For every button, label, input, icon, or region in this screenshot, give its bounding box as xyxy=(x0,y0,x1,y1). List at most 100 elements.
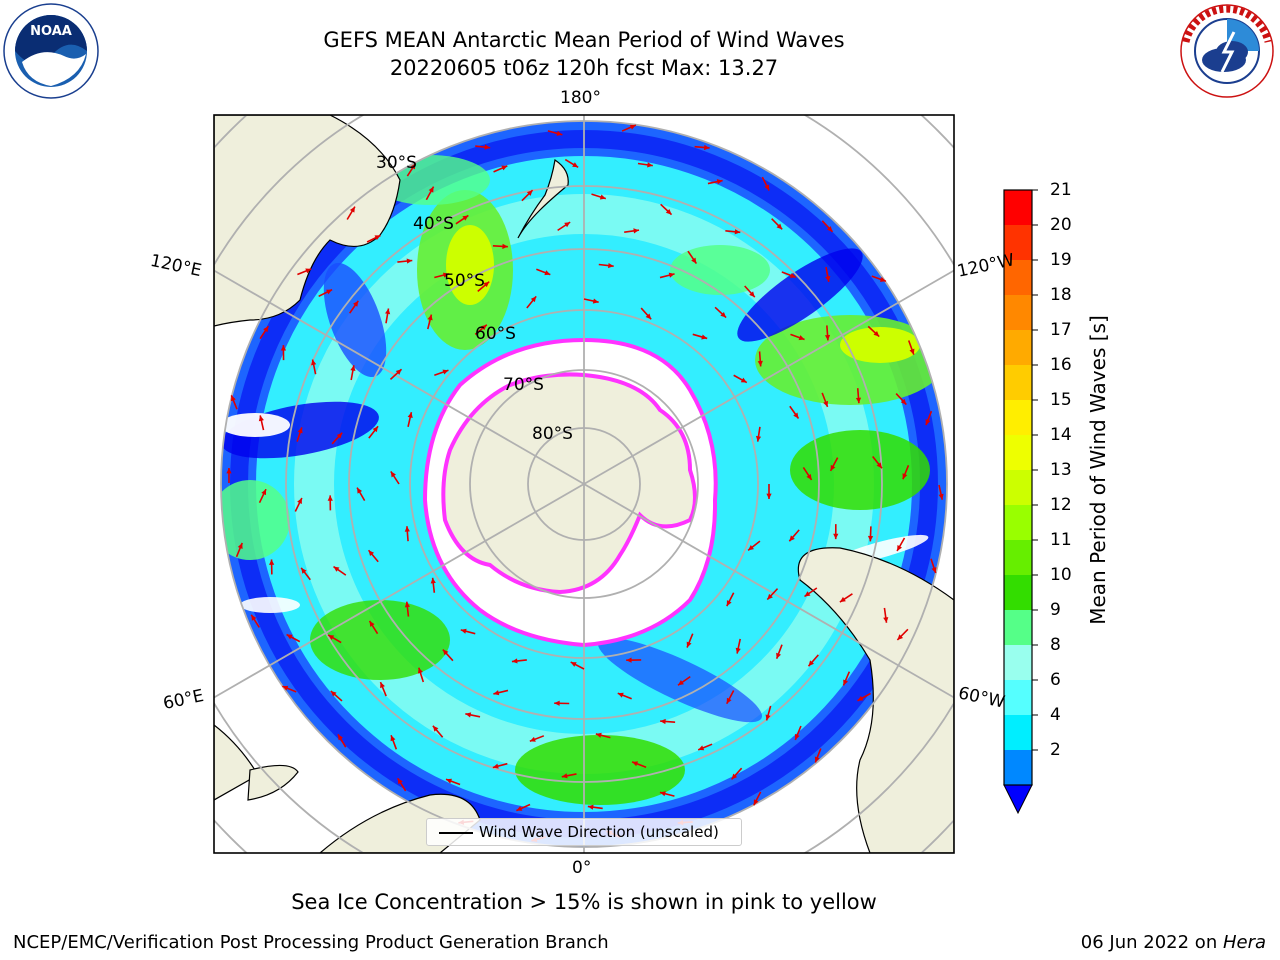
wind-arrow-head xyxy=(825,276,831,282)
wind-arrow-head xyxy=(333,566,340,572)
wind-arrow-head xyxy=(808,660,815,667)
colorbar-swatch xyxy=(1004,330,1032,365)
wind-arrow-head xyxy=(462,215,469,221)
landmasses xyxy=(214,115,954,853)
colorbar-swatch xyxy=(1004,400,1032,435)
wind-arrow-head xyxy=(311,359,317,366)
wind-arrow-head xyxy=(629,124,636,130)
colorbar-swatch xyxy=(1004,540,1032,575)
colorbar-tick-label: 21 xyxy=(1050,180,1072,200)
wind-arrow-head xyxy=(734,229,741,235)
wind-arrow-head xyxy=(608,262,614,269)
wind-arrow-head xyxy=(867,535,874,542)
colorbar-swatch xyxy=(1004,225,1032,260)
colorbar-tick-label: 15 xyxy=(1050,390,1072,410)
wind-arrow-head xyxy=(554,700,560,706)
noaa-logo-icon: NOAA xyxy=(3,3,99,99)
wind-arrow-head xyxy=(794,733,800,740)
wind-arrow-head xyxy=(353,300,359,307)
wind-arrow-head xyxy=(626,657,632,663)
wind-arrow-head xyxy=(297,427,303,434)
wind-arrow-head xyxy=(404,526,410,532)
sea-ice-note: Sea Ice Concentration > 15% is shown in … xyxy=(291,890,877,914)
wind-arrow-head xyxy=(372,426,379,433)
wind-arrow-head xyxy=(909,348,915,355)
colorbar-swatch xyxy=(1004,435,1032,470)
wind-arrow-head xyxy=(765,714,771,721)
wind-arrow-head xyxy=(668,272,675,278)
wind-arrow-head xyxy=(465,712,472,718)
wind-arrow-head xyxy=(855,397,862,404)
wind-arrow-head xyxy=(839,596,846,603)
wind-arrow-head xyxy=(390,735,396,742)
wind-arrow-head xyxy=(480,324,487,331)
wind-arrow-head xyxy=(701,334,708,340)
wind-arrow-head xyxy=(261,489,267,496)
wind-arrow-head xyxy=(900,398,907,405)
wind-arrow-head xyxy=(767,593,773,600)
footer-host: Hera xyxy=(1222,932,1266,953)
colorbar-tick-label: 12 xyxy=(1050,495,1072,515)
wind-arrow-head xyxy=(753,799,759,806)
wind-arrow-head xyxy=(263,326,269,333)
wind-arrow-head xyxy=(404,601,410,608)
map-frame xyxy=(213,114,955,854)
wind-arrow-head xyxy=(564,222,571,228)
wind-arrow-head xyxy=(369,620,375,627)
wind-arrow-head xyxy=(280,345,287,351)
wind-arrow-head xyxy=(442,649,449,656)
lat-label-70s: 70°S xyxy=(503,375,544,395)
wind-arrow-head xyxy=(716,179,723,185)
colorbar-swatch xyxy=(1004,680,1032,715)
wind-arrow-head xyxy=(336,432,343,439)
wind-arrow-head xyxy=(748,545,754,551)
colorbar-swatch xyxy=(1004,610,1032,645)
wind-arrow-head xyxy=(823,400,829,407)
wind-arrow-head xyxy=(824,334,831,341)
wind-arrow-head xyxy=(897,634,904,640)
wind-arrow-head xyxy=(530,296,537,303)
colorbar-tick-label: 9 xyxy=(1050,600,1061,620)
lat-label-30s: 30°S xyxy=(376,153,417,173)
lat-label-60s: 60°S xyxy=(475,324,516,344)
wind-arrow-head xyxy=(793,412,799,419)
wind-arrow-head xyxy=(833,533,839,540)
wind-arrow-head xyxy=(686,641,692,648)
wind-arrow-head xyxy=(350,365,356,372)
colorbar-tick-label: 11 xyxy=(1050,530,1072,550)
wind-arrow-head xyxy=(432,725,439,732)
wind-arrow-head xyxy=(561,773,568,779)
wind-arrow-head xyxy=(735,647,741,654)
footer-date: 06 Jun 2022 on Hera xyxy=(1081,932,1266,953)
wind-arrow-head xyxy=(798,335,805,341)
wind-arrow-head xyxy=(720,311,727,318)
colorbar-swatch xyxy=(1004,750,1032,785)
colorbar xyxy=(1003,189,1038,815)
chart-title: GEFS MEAN Antarctic Mean Period of Wind … xyxy=(323,28,845,52)
footer-credit: NCEP/EMC/Verification Post Processing Pr… xyxy=(13,932,609,953)
colorbar-swatch xyxy=(1004,715,1032,750)
wind-arrow-head xyxy=(526,190,533,196)
map-legend: Wind Wave Direction (unscaled) xyxy=(426,818,742,846)
wind-arrow-head xyxy=(286,634,293,640)
wind-arrow-head xyxy=(633,228,640,234)
colorbar-swatch xyxy=(1004,645,1032,680)
lat-label-40s: 40°S xyxy=(413,214,454,234)
wind-arrow-head xyxy=(873,330,880,337)
wind-arrow-head xyxy=(492,763,499,769)
wind-arrow-head xyxy=(789,272,796,278)
wind-arrow-head xyxy=(357,487,363,494)
wind-arrow-head xyxy=(587,804,594,810)
wind-arrow-head xyxy=(830,464,836,471)
wind-arrow-head xyxy=(925,419,931,426)
wind-arrow-head xyxy=(632,761,639,767)
wind-arrow-head xyxy=(305,268,312,274)
wind-arrow-head xyxy=(691,257,697,264)
wind-arrow-head xyxy=(445,778,452,784)
wind-arrow-head xyxy=(660,718,666,725)
wind-arrow-head xyxy=(368,550,375,557)
footer-date-text: 06 Jun 2022 on xyxy=(1080,932,1223,953)
wind-arrow-head xyxy=(395,369,402,375)
wind-arrow-head xyxy=(726,697,732,704)
chart-subtitle: 20220605 t06z 120h fcst Max: 13.27 xyxy=(389,56,779,80)
